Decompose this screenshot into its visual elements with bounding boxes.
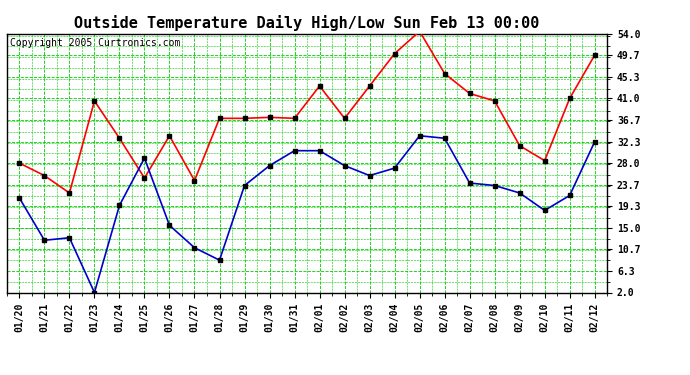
Title: Outside Temperature Daily High/Low Sun Feb 13 00:00: Outside Temperature Daily High/Low Sun F… (75, 15, 540, 31)
Text: Copyright 2005 Curtronics.com: Copyright 2005 Curtronics.com (10, 38, 180, 48)
